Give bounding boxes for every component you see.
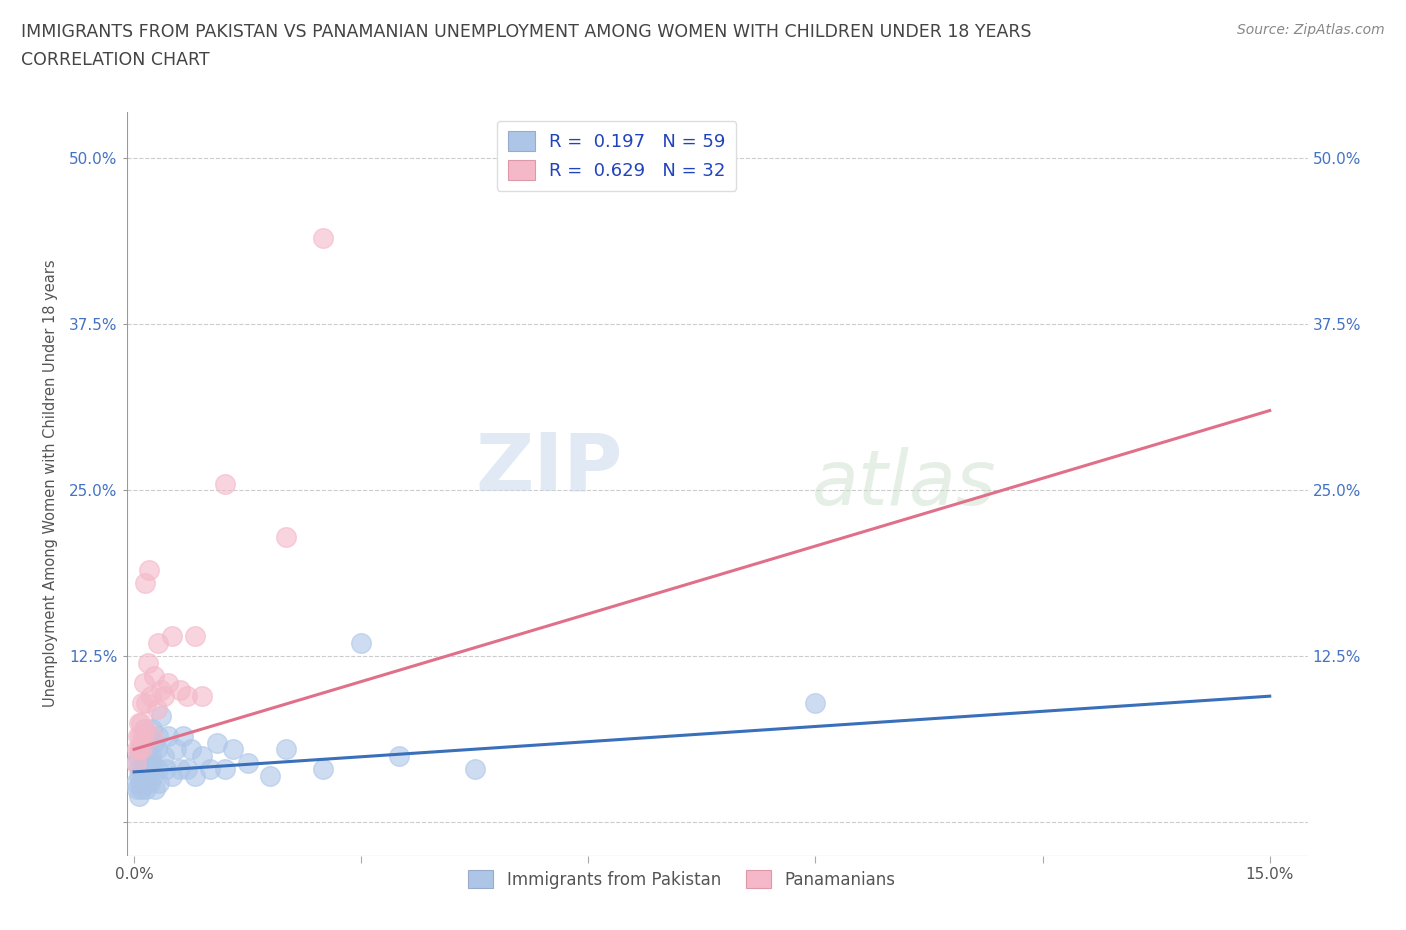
Point [464, 762, 486, 777]
Point [169, 682, 191, 697]
Point [131, 736, 153, 751]
Point [136, 768, 159, 783]
Point [134, 576, 156, 591]
Point [134, 736, 156, 751]
Point [128, 789, 150, 804]
Point [388, 749, 411, 764]
Point [127, 782, 149, 797]
Point [136, 656, 159, 671]
Point [138, 762, 160, 777]
Point [160, 768, 183, 783]
Point [132, 675, 155, 690]
Point [157, 728, 180, 743]
Point [128, 762, 150, 777]
Text: IMMIGRANTS FROM PAKISTAN VS PANAMANIAN UNEMPLOYMENT AMONG WOMEN WITH CHILDREN UN: IMMIGRANTS FROM PAKISTAN VS PANAMANIAN U… [21, 23, 1032, 41]
Point [207, 736, 229, 751]
Text: CORRELATION CHART: CORRELATION CHART [21, 51, 209, 69]
Point [804, 696, 827, 711]
Point [153, 689, 176, 704]
Point [312, 231, 335, 246]
Point [132, 775, 155, 790]
Point [146, 742, 169, 757]
Point [127, 742, 149, 757]
Point [160, 629, 183, 644]
Text: Source: ZipAtlas.com: Source: ZipAtlas.com [1237, 23, 1385, 37]
Point [141, 722, 163, 737]
Point [138, 742, 160, 757]
Point [183, 629, 205, 644]
Point [155, 762, 177, 777]
Text: ZIP: ZIP [475, 430, 623, 508]
Point [169, 762, 191, 777]
Point [176, 762, 198, 777]
Point [214, 762, 236, 777]
Point [128, 742, 150, 757]
Point [176, 689, 198, 704]
Point [139, 689, 162, 704]
Point [149, 682, 172, 697]
Point [183, 768, 205, 783]
Point [136, 755, 159, 770]
Point [143, 782, 166, 797]
Point [142, 736, 165, 751]
Point [141, 755, 163, 770]
Point [157, 675, 180, 690]
Point [135, 696, 157, 711]
Point [138, 728, 160, 743]
Point [142, 768, 165, 783]
Legend: Immigrants from Pakistan, Panamanians: Immigrants from Pakistan, Panamanians [461, 864, 901, 896]
Point [236, 755, 259, 770]
Point [139, 775, 162, 790]
Point [191, 749, 214, 764]
Point [131, 742, 153, 757]
Point [141, 728, 163, 743]
Point [350, 635, 373, 650]
Point [180, 742, 202, 757]
Y-axis label: Unemployment Among Women with Children Under 18 years: Unemployment Among Women with Children U… [44, 259, 58, 708]
Point [134, 762, 156, 777]
Point [132, 749, 155, 764]
Point [274, 742, 297, 757]
Point [148, 775, 170, 790]
Point [148, 635, 170, 650]
Text: atlas: atlas [811, 446, 995, 521]
Point [153, 749, 176, 764]
Point [124, 755, 146, 770]
Point [129, 742, 152, 757]
Point [149, 709, 172, 724]
Point [129, 715, 152, 730]
Point [129, 782, 152, 797]
Point [131, 762, 153, 777]
Point [221, 742, 243, 757]
Point [142, 669, 165, 684]
Point [134, 722, 156, 737]
Point [146, 702, 169, 717]
Point [139, 749, 162, 764]
Point [172, 728, 194, 743]
Point [259, 768, 281, 783]
Point [146, 762, 169, 777]
Point [134, 775, 156, 790]
Point [191, 689, 214, 704]
Point [131, 696, 153, 711]
Point [132, 728, 155, 743]
Point [138, 563, 160, 578]
Point [148, 728, 170, 743]
Point [198, 762, 221, 777]
Point [127, 749, 149, 764]
Point [214, 476, 236, 491]
Point [128, 715, 150, 730]
Point [165, 742, 187, 757]
Point [135, 782, 157, 797]
Point [129, 775, 152, 790]
Point [129, 728, 152, 743]
Point [125, 755, 148, 770]
Point [127, 728, 149, 743]
Point [312, 762, 335, 777]
Point [274, 529, 297, 544]
Point [124, 775, 146, 790]
Point [128, 768, 150, 783]
Point [132, 722, 155, 737]
